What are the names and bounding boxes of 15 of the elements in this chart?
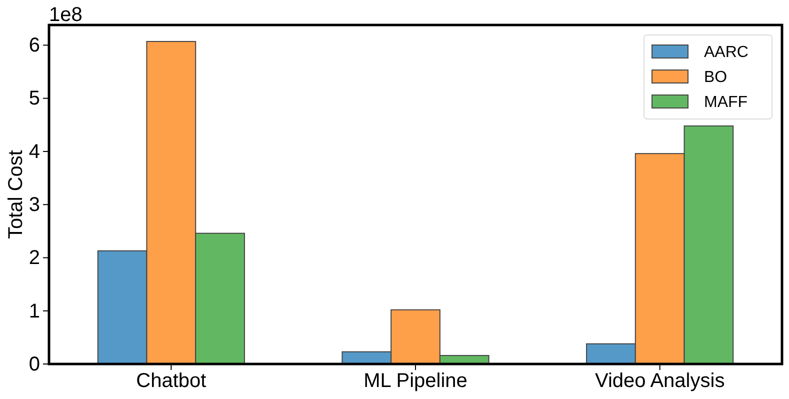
y-tick-label: 4 xyxy=(28,140,40,163)
y-tick-label: 5 xyxy=(28,88,40,110)
x-tick-label: ML Pipeline xyxy=(364,370,468,392)
legend-label: AARC xyxy=(704,44,748,61)
annotation: 1e8 xyxy=(49,4,82,26)
y-tick-label: 1 xyxy=(28,300,40,322)
y-tick-label: 3 xyxy=(28,194,40,216)
y-tick-label: 2 xyxy=(28,247,40,270)
x-tick-label: Chatbot xyxy=(136,370,207,392)
y-tick-label: 0 xyxy=(28,353,40,376)
x-tick-label: Video Analysis xyxy=(594,370,725,392)
legend-label: BO xyxy=(704,69,728,86)
y-tick-label: 6 xyxy=(28,34,40,57)
y-axis-title: Total Cost xyxy=(5,150,27,239)
legend-label: MAFF xyxy=(704,94,748,111)
